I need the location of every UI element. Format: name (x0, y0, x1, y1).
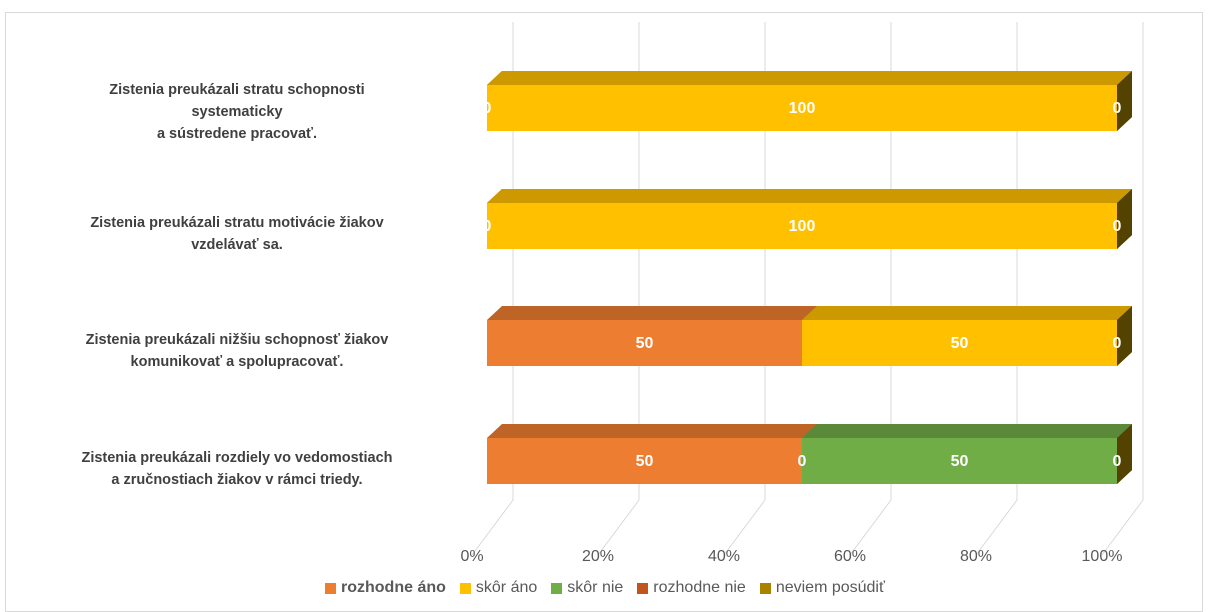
legend-swatch (459, 582, 471, 594)
category-label: Zistenia preukázali rozdiely vo vedomost… (81, 450, 393, 488)
legend-label: rozhodne áno (341, 579, 446, 596)
legend-swatch (637, 582, 649, 594)
bar-side (1117, 189, 1132, 249)
bar-front (802, 320, 1117, 366)
bar-side (1117, 306, 1132, 366)
legend-item: neviem posúdiť (759, 579, 885, 597)
bar-front (487, 203, 1117, 249)
bar-front (802, 438, 1117, 484)
category-label: Zistenia preukázali stratu schopnosti sy… (109, 82, 365, 142)
bar-segment (1117, 306, 1132, 366)
bar-top (487, 424, 817, 438)
data-label: 0 (798, 453, 807, 470)
bar-top (487, 306, 817, 320)
x-tick-label: 80% (960, 548, 992, 565)
bar-segment (1117, 424, 1132, 484)
bar-top (802, 424, 1132, 438)
data-label: 50 (636, 453, 654, 470)
data-label: 0 (483, 218, 492, 235)
legend-item: rozhodne nie (637, 579, 746, 597)
x-tick-label: 100% (1082, 548, 1123, 565)
legend-label: neviem posúdiť (775, 579, 885, 596)
bar-front (487, 85, 1117, 131)
legend-item: skôr nie (551, 579, 623, 597)
data-label: 50 (951, 335, 969, 352)
legend-label: rozhodne nie (653, 579, 746, 596)
category-label: Zistenia preukázali nižšiu schopnosť žia… (85, 332, 389, 370)
bar-front (487, 320, 802, 366)
bar-front (487, 438, 802, 484)
x-tick-label: 0% (460, 548, 483, 565)
legend: rozhodne áno skôr áno skôr nie rozhodne nie… (0, 579, 1210, 597)
grid-line (1101, 22, 1144, 556)
legend-swatch (551, 582, 563, 594)
data-label: 50 (951, 453, 969, 470)
x-tick-label: 60% (834, 548, 866, 565)
bar-top (802, 306, 1132, 320)
data-label: 0 (1113, 335, 1122, 352)
bar-top (487, 189, 1132, 203)
data-label: 100 (789, 218, 816, 235)
grid-line (723, 22, 766, 556)
legend-swatch (759, 582, 771, 594)
bar-side (1117, 424, 1132, 484)
data-label: 50 (636, 335, 654, 352)
x-tick-label: 40% (708, 548, 740, 565)
data-label: 0 (483, 100, 492, 117)
data-label: 0 (1113, 100, 1122, 117)
legend-item: skôr áno (459, 579, 538, 597)
data-label: 0 (1113, 453, 1122, 470)
legend-swatch (325, 582, 336, 594)
x-tick-label: 20% (582, 548, 614, 565)
bar-top (487, 71, 1132, 85)
data-label: 0 (1113, 218, 1122, 235)
bar-segment (802, 306, 1132, 366)
bar-segment (487, 424, 817, 484)
grid-line (471, 22, 514, 556)
grid-line (597, 22, 640, 556)
data-label: 100 (789, 100, 816, 117)
bar-segment (487, 189, 1132, 249)
bar-side (1117, 71, 1132, 131)
bar-segment (1117, 71, 1132, 131)
grid-line (975, 22, 1018, 556)
legend-label: skôr nie (567, 579, 624, 596)
legend-label: skôr áno (475, 579, 538, 596)
legend-item: rozhodne áno (325, 579, 446, 597)
grid-line (849, 22, 892, 556)
bar-segment (1117, 189, 1132, 249)
category-label: Zistenia preukázali stratu motivácie žia… (90, 215, 384, 253)
